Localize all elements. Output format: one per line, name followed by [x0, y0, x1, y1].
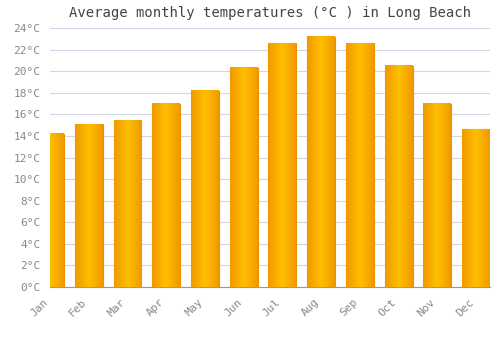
Bar: [346, 43, 374, 287]
Bar: [191, 91, 219, 287]
Title: Average monthly temperatures (°C ) in Long Beach: Average monthly temperatures (°C ) in Lo…: [69, 6, 471, 20]
Bar: [36, 134, 64, 287]
Bar: [268, 43, 296, 287]
Bar: [114, 121, 141, 287]
Bar: [424, 104, 452, 287]
Bar: [462, 130, 490, 287]
Bar: [152, 104, 180, 287]
Bar: [75, 124, 102, 287]
Bar: [307, 37, 335, 287]
Bar: [384, 66, 412, 287]
Bar: [230, 68, 258, 287]
